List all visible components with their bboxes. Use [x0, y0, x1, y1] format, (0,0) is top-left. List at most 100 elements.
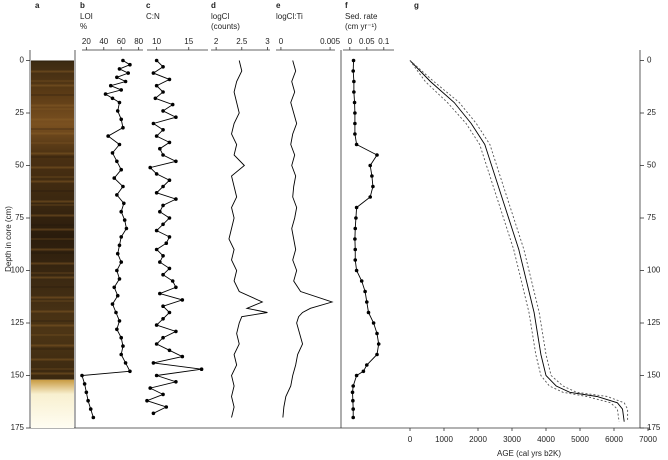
core-layer	[31, 84, 74, 87]
data-point	[161, 335, 165, 340]
panel-title: logCl:Ti	[276, 12, 303, 21]
y-axis-label: Depth in core (cm)	[4, 206, 13, 272]
core-layer	[31, 372, 74, 375]
data-point	[365, 363, 369, 367]
data-point	[167, 178, 172, 182]
data-point	[167, 77, 172, 82]
data-point	[351, 69, 356, 73]
data-point	[112, 285, 117, 290]
data-point	[366, 310, 371, 315]
data-point	[161, 65, 165, 69]
core-layer	[31, 104, 74, 107]
data-point	[164, 241, 169, 245]
data-point	[365, 300, 369, 304]
core-layer	[31, 320, 74, 322]
data-point	[154, 58, 159, 63]
x-tick-label: 3	[265, 37, 270, 46]
data-point	[80, 373, 84, 378]
data-point	[354, 205, 359, 210]
data-point	[154, 342, 159, 346]
data-point	[351, 58, 356, 63]
x-tick-label: 2000	[469, 435, 487, 444]
data-point	[117, 142, 122, 147]
y-tick-label: 150	[647, 371, 661, 380]
y-tick-label: 75	[15, 213, 24, 222]
x-tick-label: 15	[184, 37, 193, 46]
data-point	[154, 373, 159, 378]
data-point	[110, 151, 115, 155]
data-point	[114, 310, 118, 315]
panel-title: C:N	[146, 12, 160, 21]
data-point	[117, 243, 122, 248]
core-layer	[31, 108, 74, 110]
core-layer	[31, 214, 74, 217]
data-point	[122, 201, 126, 206]
x-tick-label: 6000	[605, 435, 623, 444]
data-point	[359, 279, 364, 283]
data-point	[106, 134, 110, 138]
core-layer	[31, 142, 74, 144]
data-point	[103, 92, 108, 96]
data-point	[128, 369, 132, 374]
data-point	[353, 258, 358, 262]
y-tick-label: 0	[20, 56, 25, 65]
data-point	[161, 304, 165, 309]
data-point	[117, 277, 122, 281]
data-point	[112, 176, 117, 180]
data-point	[174, 159, 178, 164]
data-point	[153, 96, 158, 101]
panel-letter: c	[146, 1, 151, 10]
core-layer	[31, 310, 74, 313]
data-point	[115, 159, 119, 164]
core-photo	[31, 60, 74, 380]
data-point	[121, 125, 125, 130]
x-tick-label: 80	[134, 37, 143, 46]
x-tick-label: 40	[99, 37, 108, 46]
data-point	[151, 361, 156, 365]
data-point	[167, 235, 172, 239]
data-point	[115, 268, 119, 273]
x-tick-label: 0	[348, 37, 353, 46]
data-point	[368, 163, 373, 168]
core-layer	[31, 118, 74, 121]
data-point	[376, 342, 381, 346]
core-layer	[31, 272, 74, 274]
panel-letter: e	[276, 1, 281, 10]
x-tick-label: 3000	[503, 435, 521, 444]
data-point	[350, 390, 355, 395]
y-tick-label: 0	[647, 56, 652, 65]
x-axis-label: AGE (cal yrs b2K)	[497, 449, 561, 458]
data-point	[351, 384, 356, 388]
data-point	[121, 58, 125, 63]
core-layer	[31, 190, 74, 192]
data-line	[409, 60, 625, 422]
data-point	[115, 109, 120, 113]
data-point	[117, 319, 122, 323]
data-point	[117, 100, 122, 105]
data-point	[371, 321, 376, 325]
data-point	[151, 121, 156, 126]
data-point	[110, 302, 115, 306]
data-point	[368, 195, 373, 199]
data-point	[161, 272, 165, 277]
data-point	[119, 235, 124, 239]
y-tick-label: 25	[15, 108, 24, 117]
data-point	[353, 247, 358, 252]
core-layer	[31, 132, 74, 135]
data-point	[119, 352, 124, 357]
data-point	[174, 115, 178, 119]
data-point	[375, 352, 379, 357]
data-point	[161, 109, 165, 113]
data-point	[84, 390, 89, 395]
data-point	[126, 71, 130, 75]
data-point	[161, 392, 165, 397]
panel-letter: a	[35, 1, 40, 10]
data-point	[86, 398, 90, 403]
data-point	[161, 128, 165, 132]
data-point	[161, 254, 165, 258]
data-line	[409, 60, 629, 422]
data-point	[161, 184, 165, 189]
core-layer	[31, 324, 74, 327]
data-point	[354, 373, 359, 378]
data-point	[119, 260, 124, 264]
